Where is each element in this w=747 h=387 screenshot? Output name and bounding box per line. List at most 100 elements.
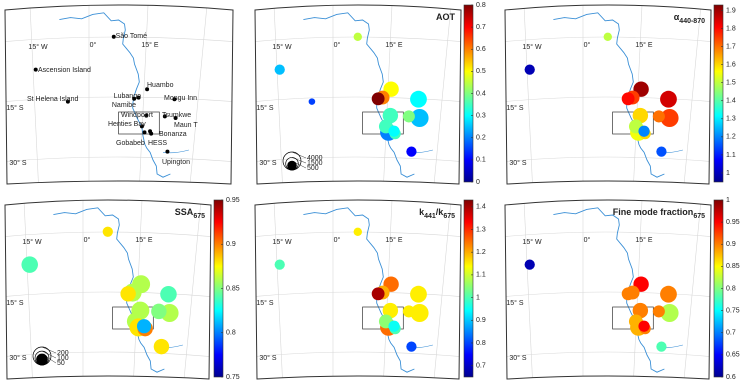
- map-frame: [254, 4, 462, 185]
- station-bubble: [638, 125, 650, 137]
- title-text: k: [419, 207, 425, 217]
- station-label: Gobabeb: [116, 140, 145, 147]
- meridian: [433, 5, 452, 184]
- meridian: [29, 5, 40, 184]
- station-bubble: [632, 107, 649, 124]
- map-frame: [504, 199, 712, 380]
- map-content: [5, 5, 233, 184]
- parallel: [255, 351, 461, 358]
- station-bubble: [406, 341, 417, 352]
- graticule-label: 15° W: [272, 43, 292, 51]
- size-legend-label: 50: [57, 360, 65, 367]
- station-bubble: [632, 302, 649, 319]
- coastline: [53, 207, 165, 373]
- parallel: [5, 291, 211, 298]
- size-legend-leader: [41, 353, 57, 364]
- graticule-label: 0°: [90, 41, 97, 49]
- graticule-label: 15° W: [22, 238, 42, 246]
- graticule-label: 30° S: [509, 354, 527, 362]
- parallel: [505, 231, 711, 238]
- size-legend-label: 4000: [307, 155, 323, 162]
- title-text: AOT: [436, 12, 456, 22]
- colorbar-tick-label: 0.85: [226, 285, 240, 292]
- station-dot: [65, 99, 70, 104]
- colorbar-tick-label: 0.95: [226, 197, 240, 204]
- colorbar-tick-label: 0.75: [726, 307, 740, 314]
- colorbar-tick-label: 0.95: [726, 219, 740, 226]
- station-bubble: [524, 259, 535, 270]
- station-bubble: [660, 90, 677, 108]
- colorbar: [713, 4, 724, 183]
- colorbar-tick-label: 0.65: [726, 352, 740, 359]
- meridian: [273, 5, 284, 184]
- colorbar-tick-label: 0.9: [226, 241, 236, 248]
- graticule-label: 15° W: [522, 238, 542, 246]
- station-bubble: [382, 302, 399, 319]
- colorbar-tick-label: 0.8: [226, 330, 236, 337]
- map-panel: 15° W 0° 15° E 15° S 30° S k441/k675 0.7 0.8 0.9…: [254, 199, 486, 380]
- parallel: [505, 156, 711, 163]
- graticule-label: 15° W: [272, 238, 292, 246]
- station-label: Maun T: [174, 122, 198, 129]
- map-background: [255, 200, 461, 379]
- colorbar-tick-label: 1: [726, 197, 730, 204]
- map-background: [505, 200, 711, 379]
- station-dot: [33, 67, 38, 72]
- colorbar-tick-label: 0.85: [726, 263, 740, 270]
- parallel: [5, 351, 211, 358]
- size-legend-leader: [291, 151, 307, 159]
- colorbar-tick-label: 0.75: [226, 374, 240, 381]
- station-dot: [132, 96, 137, 101]
- size-legend-label: 1500: [307, 160, 323, 167]
- station-label: Mongu Inn: [164, 95, 197, 102]
- colorbar-tick-label: 0.9: [726, 241, 736, 248]
- station-bubble: [136, 319, 152, 334]
- station-bubble: [621, 287, 635, 301]
- station-bubble: [353, 227, 363, 237]
- colorbar-tick-label: 1.1: [476, 272, 486, 279]
- station-dot: [142, 130, 147, 135]
- station-bubble: [638, 320, 650, 332]
- graticule-label: 30° S: [259, 354, 277, 362]
- map-frame: [504, 4, 712, 185]
- size-legend-leader: [291, 160, 307, 169]
- coastline: [553, 207, 665, 373]
- graticule-label: 15° E: [385, 41, 403, 49]
- colorbar-tick-label: 0.7: [476, 362, 486, 369]
- station-bubble: [652, 110, 665, 123]
- title-subscript: 675: [443, 213, 455, 220]
- parallel: [505, 351, 711, 358]
- graticule-label: 15° S: [256, 104, 274, 112]
- title-subscript: 440-870: [679, 18, 705, 25]
- size-legend-label: 100: [57, 355, 69, 362]
- graticule-label: 15° S: [256, 299, 274, 307]
- colorbar-tick-label: 0.1: [476, 157, 486, 164]
- colorbar-tick-label: 0.5: [476, 68, 486, 75]
- station-bubble: [660, 304, 679, 322]
- coastline: [553, 12, 665, 178]
- map-content: [505, 200, 711, 379]
- map-content: [505, 5, 711, 184]
- map-panel: 15° W 0° 15° E 15° S 30° S AOT 0 0.1 0.2 0.3 0.4 0.…: [254, 2, 486, 186]
- station-bubble: [151, 303, 167, 320]
- size-legend-label: 500: [307, 165, 319, 172]
- station-bubble: [410, 109, 429, 127]
- station-bubble: [410, 304, 429, 322]
- parallel: [5, 96, 233, 103]
- colorbar-tick-label: 1.3: [726, 116, 736, 123]
- station-bubble: [21, 256, 38, 273]
- map-frame: [4, 199, 212, 380]
- size-legend-leader: [291, 157, 307, 164]
- meridian: [433, 200, 452, 379]
- meridian: [189, 5, 208, 184]
- station-bubble: [388, 320, 400, 332]
- station-bubble: [388, 125, 400, 137]
- station-bubble: [382, 107, 399, 124]
- graticule-label: 15° W: [28, 43, 48, 51]
- station-bubble: [410, 285, 427, 303]
- parallel: [5, 36, 233, 43]
- station-bubble: [524, 64, 535, 75]
- size-legend-leader: [41, 346, 57, 354]
- colorbar-tick-label: 0.2: [476, 135, 486, 142]
- graticule-label: 0°: [584, 236, 591, 244]
